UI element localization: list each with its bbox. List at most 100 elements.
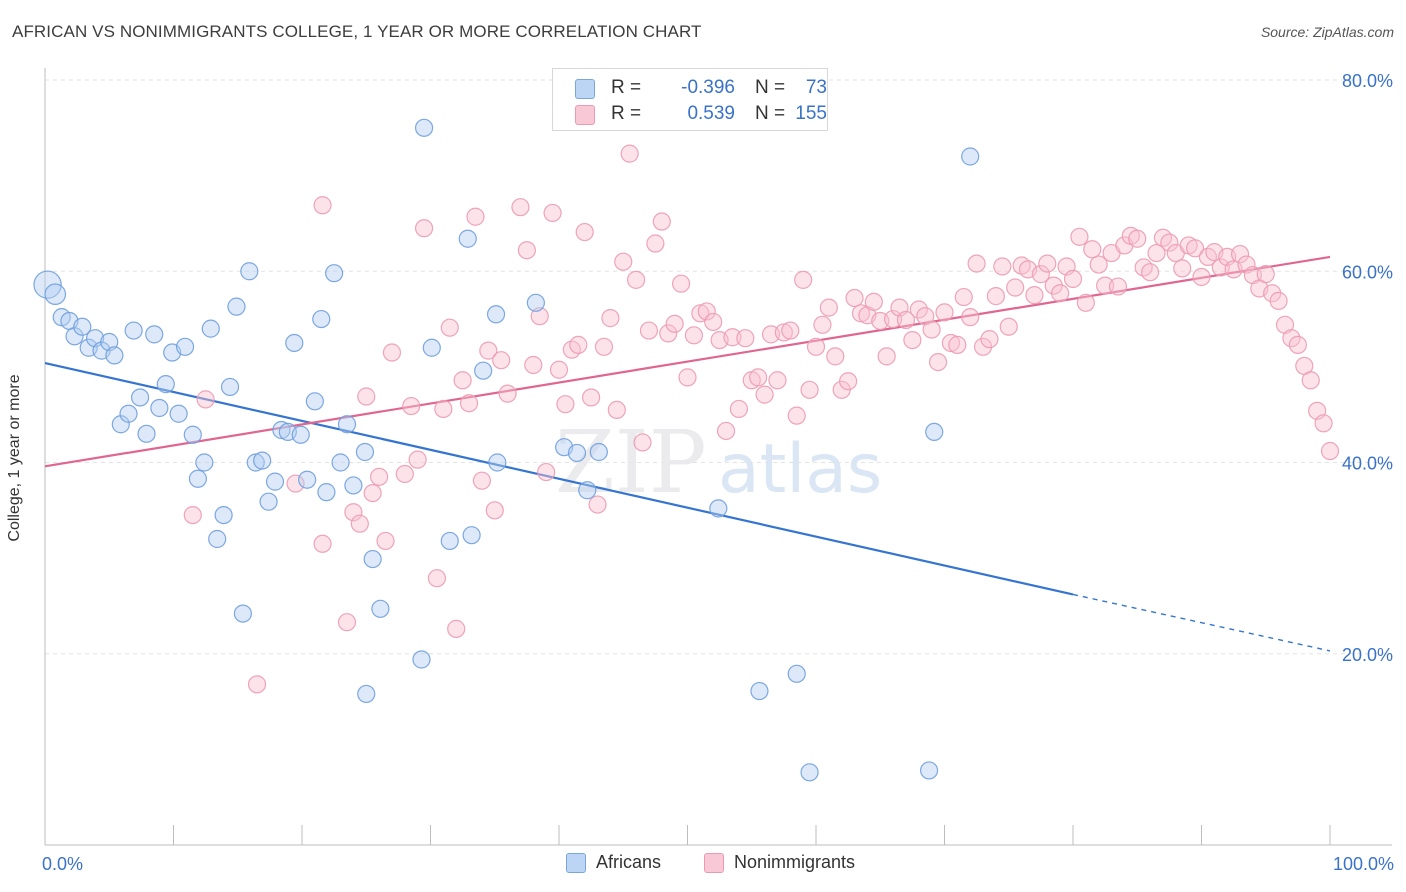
africans-point — [265, 472, 285, 491]
legend-n-label: N = — [755, 77, 786, 98]
nonimmigrants-point — [1185, 239, 1205, 258]
nonimmigrants-point — [774, 323, 793, 342]
nonimmigrants-trend-line — [44, 255, 1331, 468]
nonimmigrants-point — [1006, 278, 1025, 297]
y-tick-label: 20.0% — [1342, 645, 1393, 665]
africans-point — [183, 425, 202, 444]
nonimmigrants-point — [408, 450, 427, 469]
series-swatch-africans — [566, 853, 586, 873]
nonimmigrants-point — [395, 464, 414, 484]
africans-point — [312, 309, 331, 329]
africans-point — [355, 442, 375, 462]
legend-r-label: R = — [611, 77, 642, 98]
africans-point — [233, 604, 252, 623]
nonimmigrants-point — [485, 501, 504, 520]
nonimmigrants-point — [684, 326, 704, 345]
africans-point — [227, 297, 246, 316]
nonimmigrants-point — [883, 309, 903, 329]
nonimmigrants-point — [569, 335, 588, 354]
nonimmigrants-point — [1320, 441, 1340, 461]
nonimmigrants-point — [781, 321, 800, 340]
nonimmigrants-point — [1256, 265, 1275, 284]
africans-point — [787, 664, 806, 683]
nonimmigrants-point — [794, 270, 813, 289]
nonimmigrants-point — [479, 341, 498, 360]
nonimmigrants-point — [524, 355, 543, 375]
africans-point — [240, 262, 259, 281]
nonimmigrants-point — [620, 144, 639, 163]
nonimmigrants-point — [247, 675, 267, 694]
nonimmigrants-point — [948, 335, 967, 354]
nonimmigrants-point — [1128, 229, 1147, 248]
africans-point — [578, 481, 597, 500]
nonimmigrants-point — [1031, 265, 1050, 284]
nonimmigrants-point — [382, 343, 402, 362]
africans-point — [73, 317, 92, 336]
nonimmigrants-point — [652, 212, 671, 231]
nonimmigrants-point — [1269, 291, 1288, 310]
series-label-africans: Africans — [596, 852, 662, 872]
x-tick-labels: 0.0% 100.0% — [42, 854, 1394, 874]
africans-point — [124, 321, 143, 340]
nonimmigrants-point — [671, 274, 691, 293]
africans-point — [44, 283, 67, 305]
nonimmigrants-point — [999, 317, 1018, 336]
nonimmigrants-point — [313, 534, 332, 553]
africans-point — [750, 681, 769, 701]
africans-point — [201, 319, 220, 338]
nonimmigrants-point — [543, 203, 562, 223]
africans-point — [567, 443, 587, 463]
nonimmigrants-point — [588, 495, 607, 514]
nonimmigrants-point — [768, 371, 787, 390]
nonimmigrants-point — [357, 387, 376, 406]
nonimmigrants-point — [1192, 267, 1211, 287]
africans-point — [272, 420, 291, 440]
nonimmigrants-point — [626, 270, 646, 289]
nonimmigrants-point — [1025, 286, 1044, 305]
y-tick-label: 40.0% — [1342, 454, 1393, 474]
nonimmigrants-point — [350, 514, 369, 533]
nonimmigrants-point — [659, 324, 678, 343]
africans-point — [259, 492, 278, 511]
nonimmigrants-point — [896, 310, 916, 330]
nonimmigrants-point — [183, 505, 202, 525]
nonimmigrants-point — [1140, 263, 1160, 282]
nonimmigrants-point — [935, 303, 954, 322]
nonimmigrants-point — [1160, 233, 1179, 252]
chart-title: AFRICAN VS NONIMMIGRANTS COLLEGE, 1 YEAR… — [12, 22, 702, 41]
nonimmigrants-point — [755, 385, 774, 404]
africans-point — [474, 361, 493, 380]
africans-point — [325, 264, 344, 283]
africans-point — [919, 761, 939, 780]
nonimmigrants-point — [453, 371, 472, 390]
nonimmigrants-point — [1076, 293, 1095, 312]
nonimmigrants-point — [954, 287, 973, 307]
nonimmigrants-point — [1147, 243, 1166, 263]
nonimmigrants-point — [826, 347, 845, 366]
africans-point — [214, 505, 233, 525]
nonimmigrants-point — [1051, 284, 1070, 303]
source-credit: Source: ZipAtlas.com — [1260, 24, 1394, 40]
nonimmigrants-point — [1089, 255, 1108, 274]
africans-point — [363, 549, 382, 569]
africans-point — [298, 470, 317, 489]
nonimmigrants-point — [440, 318, 459, 337]
nonimmigrants-point — [466, 207, 485, 226]
nonimmigrants-point — [851, 304, 871, 323]
africans-point — [175, 337, 195, 356]
nonimmigrants-point — [749, 368, 768, 387]
africans-point — [526, 293, 545, 312]
nonimmigrants-point — [903, 331, 922, 350]
africans-point — [100, 332, 119, 352]
nonimmigrants-point — [819, 298, 838, 317]
nonimmigrants-point — [922, 320, 941, 339]
nonimmigrants-point — [729, 399, 749, 419]
nonimmigrants-point — [736, 329, 755, 348]
legend-r-value-africans: -0.396 — [681, 77, 735, 98]
nonimmigrants-point — [1282, 329, 1301, 348]
africans-point — [344, 476, 363, 495]
nonimmigrants-point — [286, 474, 305, 493]
nonimmigrants-point — [864, 292, 883, 311]
series-label-nonimmigrants: Nonimmigrants — [734, 852, 856, 872]
